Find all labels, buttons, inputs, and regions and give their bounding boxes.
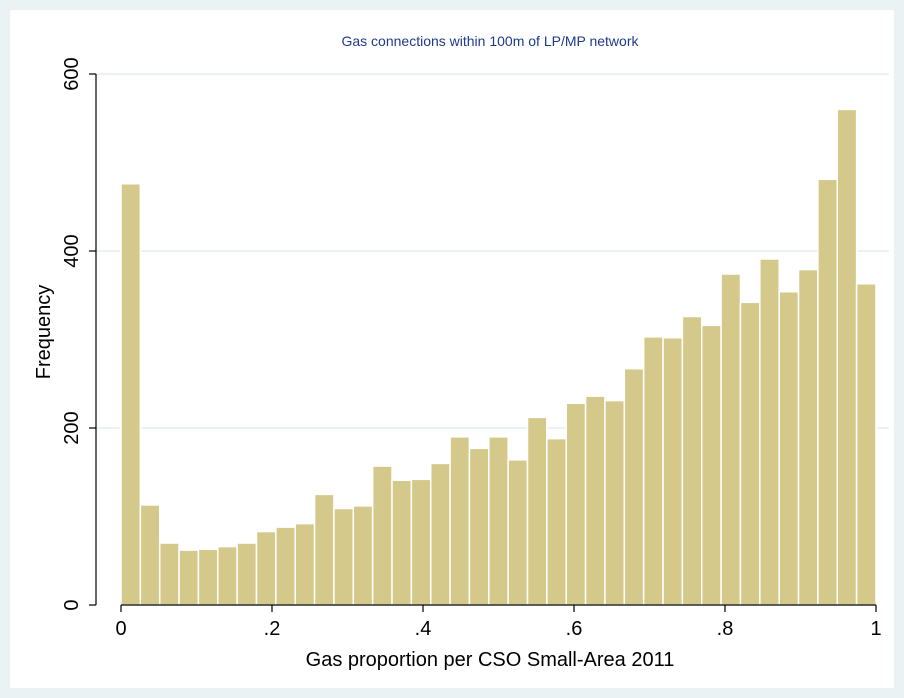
bar-3 (178, 549, 200, 606)
bar-23 (565, 402, 587, 606)
x-axis-title: Gas proportion per CSO Small-Area 2011 (306, 649, 675, 671)
x-tick-label-0: 0 (115, 618, 126, 640)
bar-18 (468, 447, 490, 606)
bar-34 (778, 290, 800, 606)
bar-12 (352, 505, 374, 606)
bar-5 (217, 545, 238, 606)
bar-10 (313, 493, 335, 606)
bar-17 (449, 436, 471, 606)
bar-14 (391, 479, 413, 606)
x-tick-label-4: .8 (717, 618, 734, 640)
axes (95, 74, 876, 606)
x-tick-label-1: .2 (264, 618, 281, 640)
y-tick-label-2: 400 (61, 234, 83, 267)
bar-15 (410, 478, 432, 606)
bar-33 (759, 258, 780, 606)
bar-19 (488, 436, 509, 606)
bar-30 (700, 324, 722, 606)
bar-7 (255, 530, 277, 606)
bar-28 (662, 336, 684, 606)
y-tick-label-1: 200 (61, 411, 83, 444)
bar-37 (836, 108, 858, 606)
bar-20 (507, 459, 529, 606)
bar-22 (546, 437, 567, 606)
bar-16 (429, 462, 451, 606)
x-tick-label-2: .4 (415, 618, 432, 640)
bar-1 (139, 504, 161, 606)
bar-9 (294, 522, 316, 606)
x-tick-label-5: 1 (870, 618, 881, 640)
bar-36 (817, 178, 839, 606)
bar-26 (623, 367, 645, 606)
bar-11 (333, 507, 355, 606)
y-axis-title: Frequency (33, 285, 55, 380)
y-tick-label-0: 0 (61, 599, 83, 610)
bar-27 (642, 336, 664, 606)
bar-6 (236, 542, 258, 606)
bar-24 (584, 395, 606, 606)
bar-38 (855, 282, 877, 606)
bar-29 (681, 315, 703, 606)
y-tick-label-3: 600 (61, 57, 83, 90)
histogram-bars (120, 108, 877, 606)
bar-35 (797, 268, 819, 606)
bar-32 (739, 301, 761, 606)
bar-4 (197, 548, 219, 606)
bar-8 (275, 526, 296, 606)
y-axis-ticks: 0 200 400 600 (61, 57, 96, 611)
bar-13 (371, 465, 393, 606)
bar-0 (120, 182, 142, 606)
x-axis-ticks: 0 .2 .4 .6 .8 1 (115, 605, 882, 640)
bar-21 (526, 416, 548, 606)
chart-title: Gas connections within 100m of LP/MP net… (341, 33, 639, 49)
bar-31 (720, 273, 742, 606)
bar-2 (158, 542, 180, 606)
bar-25 (604, 399, 626, 606)
x-tick-label-3: .6 (566, 618, 583, 640)
